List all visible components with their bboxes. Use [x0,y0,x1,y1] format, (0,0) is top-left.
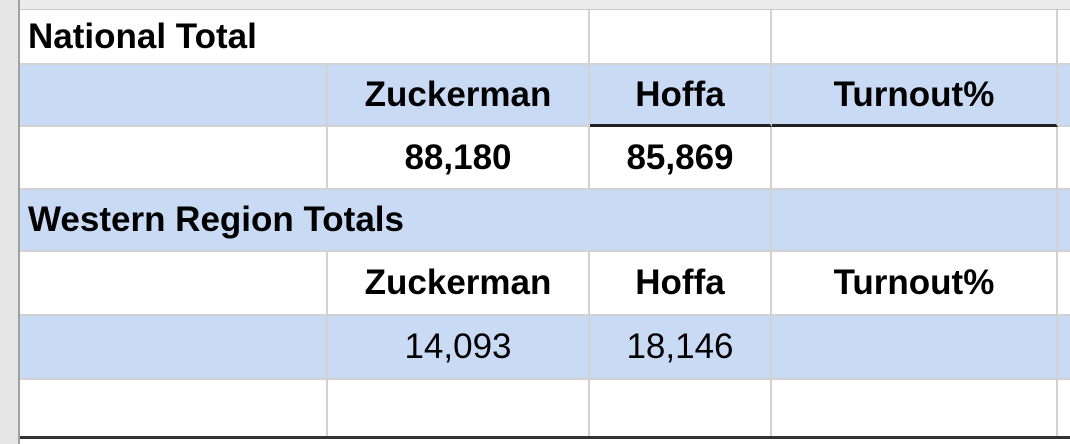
cell [20,316,328,380]
value-cell: 85,869 [590,127,772,190]
cell [772,316,1058,380]
cell [1058,127,1070,190]
cell [590,380,772,438]
column-header: Hoffa [590,252,772,316]
cell [590,10,772,65]
value-cell: 14,093 [328,316,590,380]
column-header: Turnout% [772,252,1058,316]
column-header: Turnout% [772,65,1058,127]
cell [20,252,328,316]
cell [20,65,328,127]
column-header: Zuckerman [328,252,590,316]
cell [1058,316,1070,380]
cell [772,10,1058,65]
section-title: National Total [20,10,590,65]
sheet-edge [0,0,1070,10]
cell [1058,10,1070,65]
border-line [20,436,1070,439]
value-cell: 18,146 [590,316,772,380]
cell [1058,252,1070,316]
cell [772,380,1058,438]
cell [328,380,590,438]
value-cell: 88,180 [328,127,590,190]
cell [772,127,1058,190]
section-title: Western Region Totals [20,190,772,252]
column-header: Hoffa [590,65,772,127]
cell [20,380,328,438]
cell [20,127,328,190]
column-header: Zuckerman [328,65,590,127]
cell [1058,380,1070,438]
row-header-edge [0,0,20,444]
cell [772,190,1058,252]
cell [1058,65,1070,127]
cell [1058,190,1070,252]
